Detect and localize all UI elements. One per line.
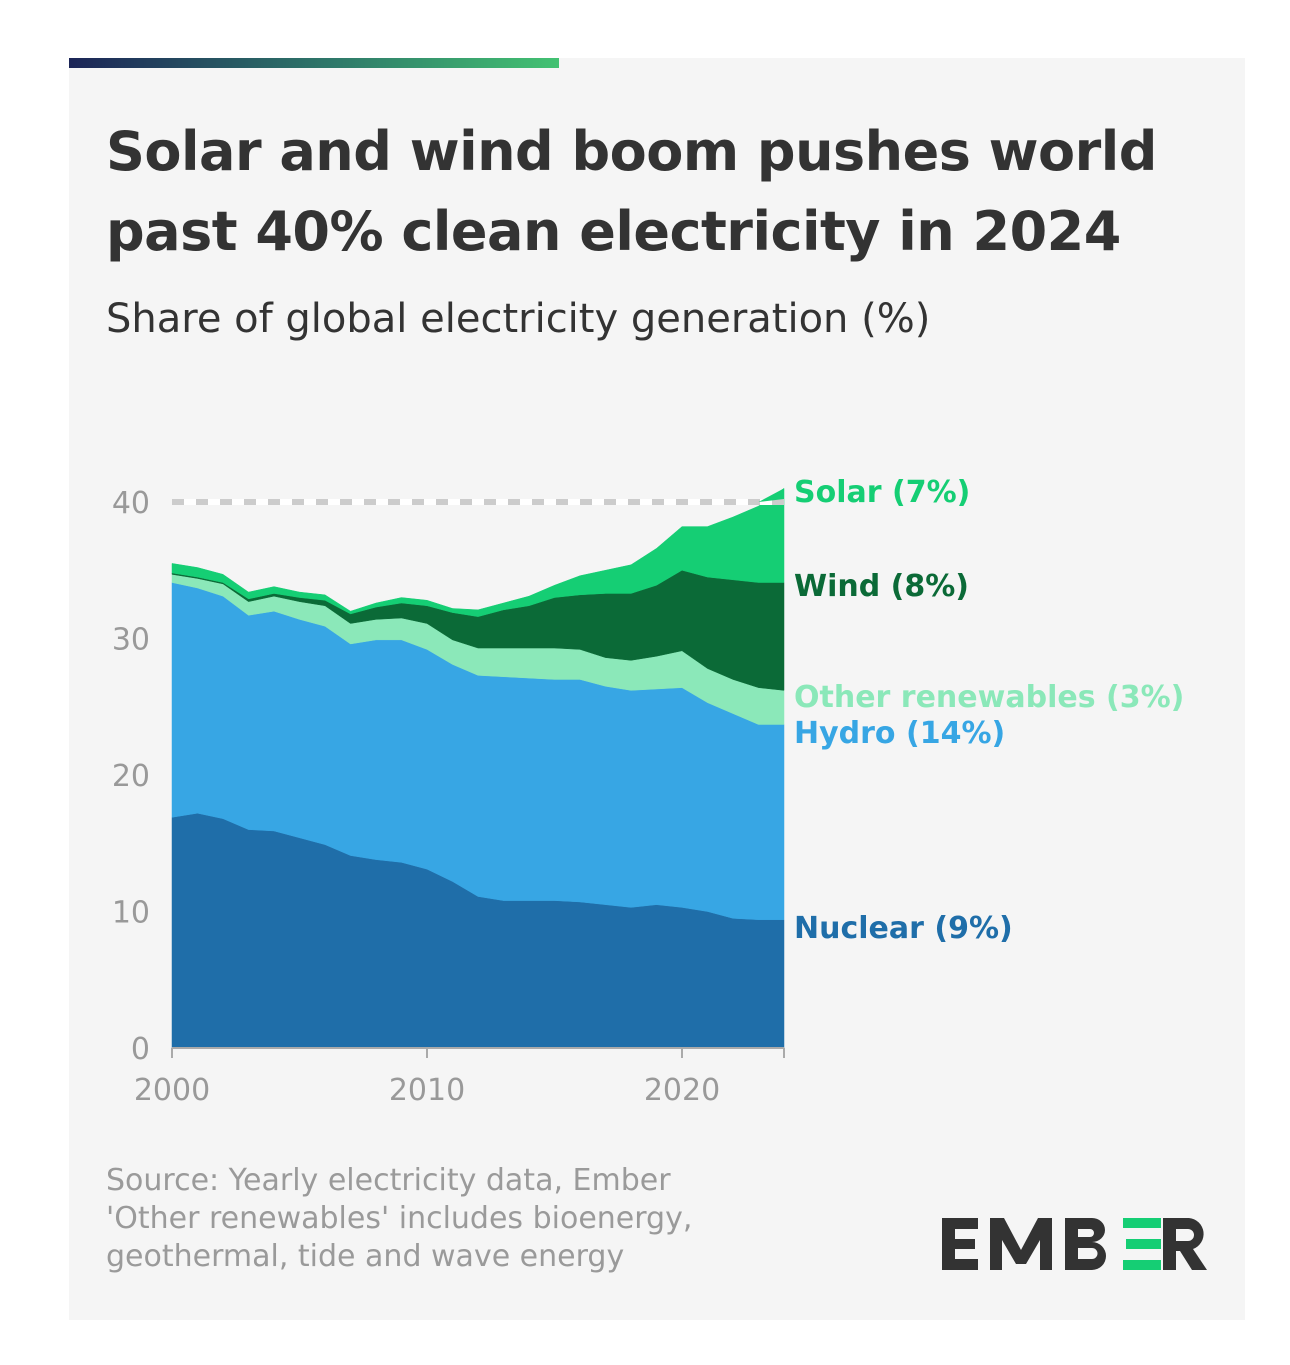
- x-tick-label: 2020: [644, 1073, 720, 1108]
- source-note: Source: Yearly electricity data, Ember '…: [106, 1162, 692, 1276]
- chart-title: Solar and wind boom pushes world past 40…: [106, 120, 1157, 263]
- series-label-nuclear: Nuclear (9%): [794, 911, 1013, 946]
- x-tick-label: 2000: [134, 1073, 210, 1108]
- y-tick-label: 20: [112, 759, 150, 794]
- accent-bar: [69, 58, 559, 68]
- series-label-hydro: Hydro (14%): [794, 716, 1005, 751]
- source-line-2: 'Other renewables' includes bioenergy,: [106, 1201, 693, 1236]
- y-tick-label: 0: [131, 1032, 150, 1067]
- x-tick-label: 2010: [389, 1073, 465, 1108]
- source-line-1: Source: Yearly electricity data, Ember: [106, 1163, 671, 1198]
- chart-subtitle: Share of global electricity generation (…: [106, 296, 931, 342]
- source-line-3: geothermal, tide and wave energy: [106, 1239, 625, 1274]
- y-tick-label: 40: [112, 486, 150, 521]
- y-tick-label: 30: [112, 623, 150, 658]
- series-label-wind: Wind (8%): [794, 569, 969, 604]
- ember-logo: [942, 1218, 1207, 1270]
- y-tick-label: 10: [112, 896, 150, 931]
- series-label-other-renewables: Other renewables (3%): [794, 680, 1184, 715]
- area-solar-tip: [758, 488, 784, 502]
- area-solar: [171, 487, 785, 617]
- series-label-solar: Solar (7%): [794, 475, 970, 510]
